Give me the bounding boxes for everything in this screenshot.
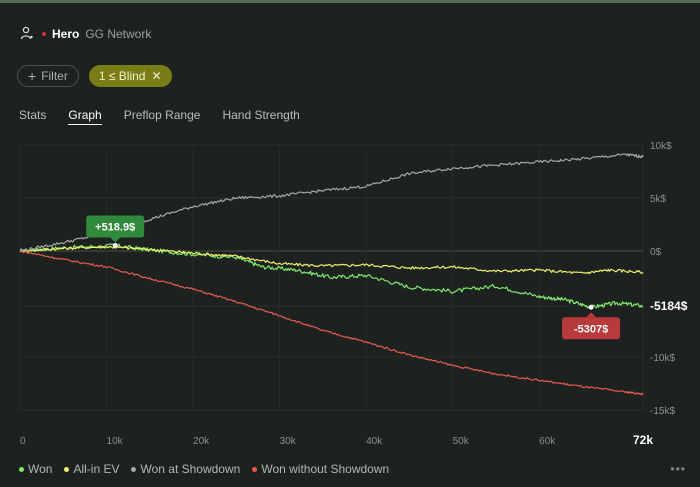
- tab-graph[interactable]: Graph: [68, 108, 102, 125]
- legend-label: Won without Showdown: [261, 462, 390, 476]
- y-tick-label: 5k$: [650, 194, 667, 205]
- annotation-label: -5307$: [574, 323, 608, 335]
- x-tick-label: 0: [20, 436, 26, 447]
- x-tick-label: 60k: [539, 436, 556, 447]
- y-tick-label: 10k$: [650, 141, 672, 152]
- player-header: Hero GG Network: [20, 24, 151, 44]
- legend-item-won-at-showdown[interactable]: Won at Showdown: [131, 462, 240, 476]
- status-dot: [42, 32, 46, 36]
- user-icon[interactable]: [20, 26, 34, 43]
- legend-dot: [19, 466, 24, 472]
- y-tick-label: -15k$: [650, 406, 675, 417]
- legend: Won All-in EV Won at Showdown Won withou…: [19, 462, 389, 476]
- x-tick-label: 30k: [280, 436, 297, 447]
- legend-dot: [64, 466, 70, 472]
- x-tick-label: 72k: [633, 433, 653, 447]
- close-icon[interactable]: ✕: [151, 69, 162, 83]
- series-won-line: [19, 243, 644, 310]
- tab-preflop-range[interactable]: Preflop Range: [123, 108, 201, 122]
- filter-bar: + Filter 1 ≤ Blind ✕: [17, 65, 172, 87]
- y-tick-label: -5184$: [650, 299, 688, 313]
- y-tick-label: 0$: [650, 247, 662, 258]
- annotation-pointer: [110, 237, 121, 243]
- annotation-point: [112, 242, 118, 248]
- series-all-in-ev-line: [19, 245, 644, 275]
- blind-filter-label: 1 ≤ Blind: [98, 69, 146, 83]
- blind-filter-chip[interactable]: 1 ≤ Blind ✕: [88, 65, 172, 87]
- annotation-badge: [562, 317, 621, 340]
- filter-button[interactable]: + Filter: [17, 65, 79, 87]
- annotation-badge: [86, 215, 145, 238]
- tab-stats[interactable]: Stats: [19, 108, 47, 122]
- network-name: GG Network: [85, 27, 152, 41]
- x-tick-label: 20k: [193, 436, 210, 447]
- x-tick-label: 50k: [453, 436, 470, 447]
- legend-label: Won at Showdown: [140, 462, 241, 476]
- series-won-without-showdown-line: [19, 250, 644, 396]
- legend-item-all-in-ev[interactable]: All-in EV: [64, 462, 119, 476]
- plus-icon: +: [28, 68, 37, 84]
- annotation-point: [588, 304, 594, 310]
- annotation-label: +518.9$: [95, 221, 135, 233]
- legend-label: All-in EV: [73, 462, 120, 476]
- tab-hand-strength[interactable]: Hand Strength: [222, 108, 300, 122]
- legend-dot: [252, 466, 258, 472]
- legend-item-won[interactable]: Won: [19, 462, 52, 476]
- annotation-pointer: [586, 312, 597, 318]
- x-tick-label: 10k: [107, 436, 124, 447]
- filter-label: Filter: [41, 69, 68, 83]
- legend-item-won-without-showdown[interactable]: Won without Showdown: [252, 462, 389, 476]
- player-name: Hero: [52, 27, 80, 41]
- top-accent-line: [0, 0, 700, 3]
- x-tick-label: 40k: [366, 436, 383, 447]
- profit-graph[interactable]: 10k$ 5k$ 0$ -5184$ -10k$ -15k$ 0 10k 20k 30k 40k 50…: [0, 130, 700, 450]
- y-tick-label: -10k$: [650, 353, 675, 364]
- legend-label: Won: [28, 462, 53, 476]
- tab-bar: Stats Graph Preflop Range Hand Strength: [19, 108, 300, 125]
- legend-dot: [131, 466, 137, 472]
- more-options-icon[interactable]: •••: [670, 462, 686, 476]
